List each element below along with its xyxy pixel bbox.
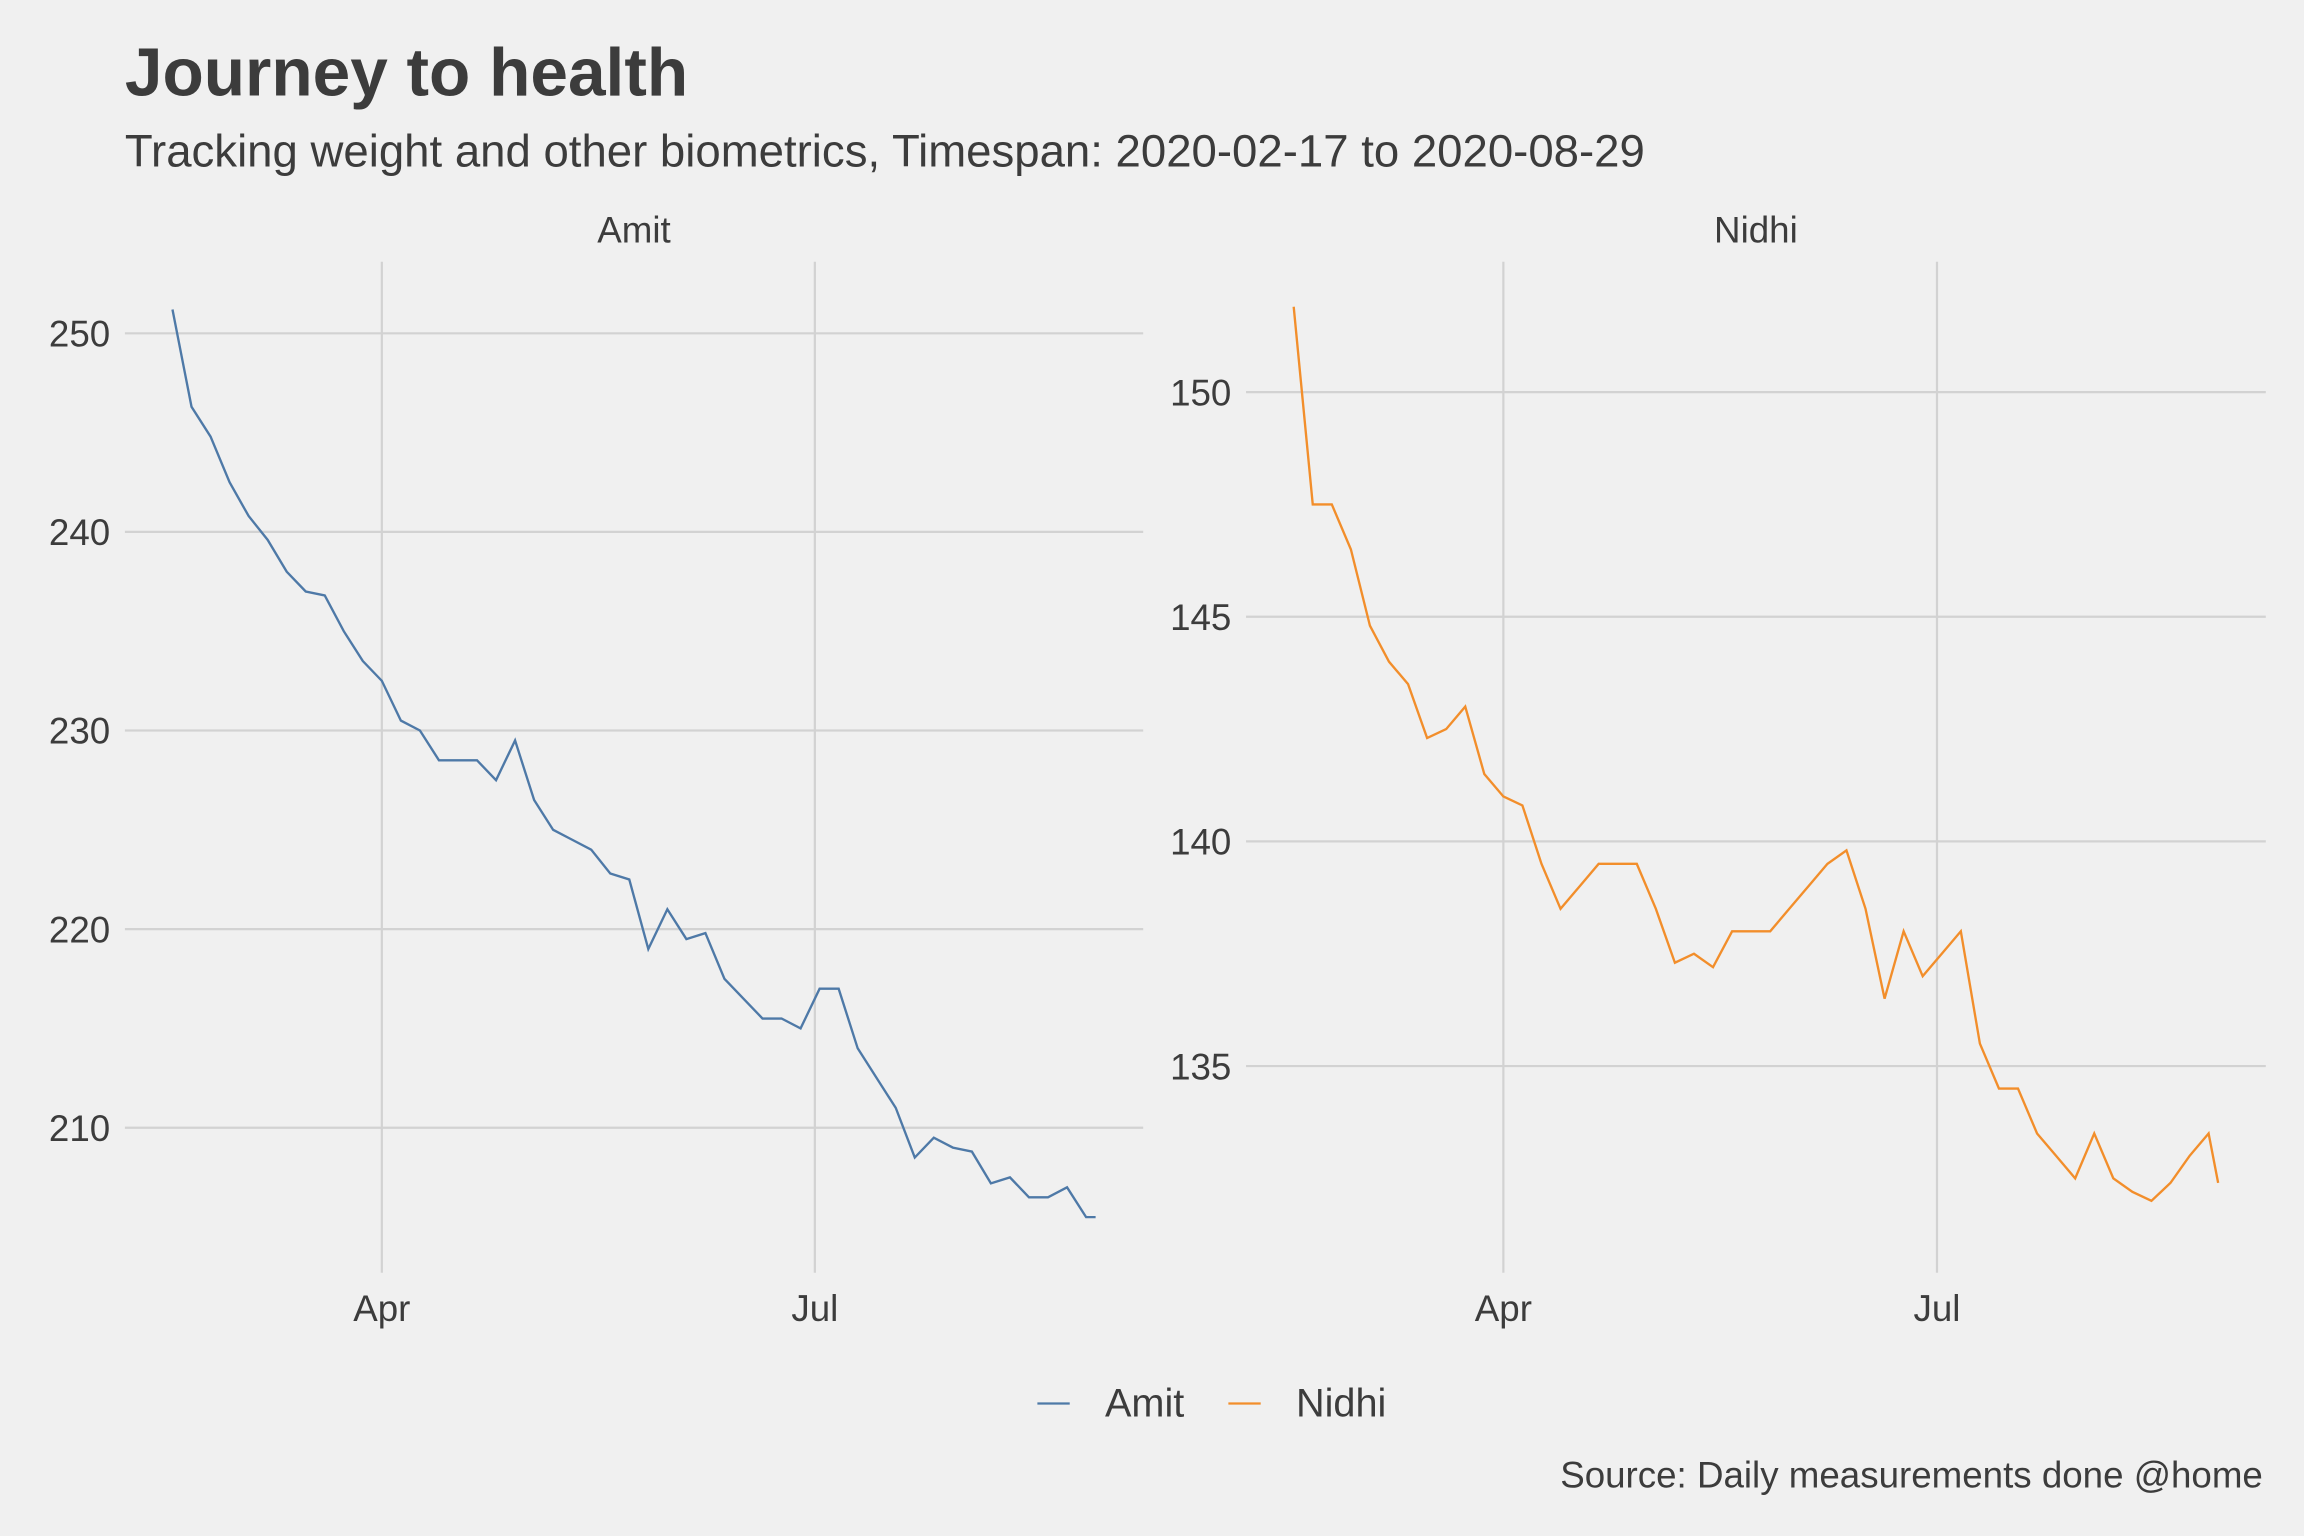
chart-subtitle: Tracking weight and other biometrics, Ti… — [125, 125, 1645, 176]
y-tick-label: 240 — [49, 512, 110, 553]
chart-title: Journey to health — [125, 36, 688, 111]
x-tick-label: Jul — [791, 1288, 838, 1329]
legend-label: Nidhi — [1296, 1382, 1386, 1426]
data-line — [1292, 306, 2220, 1203]
x-tick-label: Apr — [1475, 1288, 1532, 1329]
data-line — [171, 309, 1096, 1219]
caption: Source: Daily measurements done @home — [1560, 1454, 2263, 1495]
y-tick-label: 210 — [49, 1108, 110, 1149]
facet-label: Amit — [597, 210, 670, 251]
y-tick-label: 250 — [49, 314, 110, 355]
y-tick-label: 145 — [1170, 597, 1231, 638]
y-tick-label: 230 — [49, 711, 110, 752]
y-tick-label: 150 — [1170, 372, 1231, 413]
y-tick-label: 135 — [1170, 1046, 1231, 1087]
x-tick-label: Apr — [353, 1288, 410, 1329]
x-tick-label: Jul — [1914, 1288, 1961, 1329]
y-tick-label: 220 — [49, 909, 110, 950]
legend-label: Amit — [1105, 1382, 1184, 1426]
facet-label: Nidhi — [1714, 210, 1798, 251]
y-tick-label: 140 — [1170, 822, 1231, 863]
